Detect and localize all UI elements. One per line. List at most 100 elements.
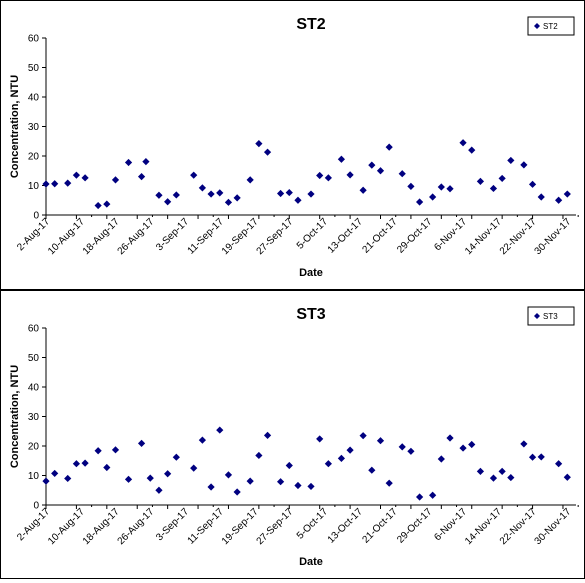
data-point — [507, 473, 515, 482]
data-point — [476, 467, 485, 475]
x-tick-label: 22-Nov-17 — [498, 506, 539, 547]
y-axis-label: Concentration, NTU — [9, 75, 21, 178]
x-tick-label: 18-Aug-17 — [81, 506, 122, 547]
data-point — [307, 190, 315, 198]
y-tick-label: 20 — [28, 442, 40, 453]
data-point — [207, 483, 215, 491]
data-point — [294, 196, 302, 204]
data-point — [346, 171, 354, 179]
y-tick-label: 30 — [28, 122, 40, 133]
data-point — [190, 464, 198, 472]
data-point — [459, 139, 467, 147]
y-tick-label: 50 — [28, 63, 40, 74]
y-tick-label: 40 — [28, 383, 40, 394]
legend-box — [527, 16, 575, 36]
data-point — [359, 186, 367, 194]
data-point — [111, 446, 120, 454]
data-point — [198, 184, 206, 192]
data-point — [555, 196, 563, 204]
data-point — [124, 158, 133, 167]
data-point — [155, 486, 163, 494]
data-point — [324, 174, 332, 182]
data-point — [255, 451, 263, 460]
data-point — [555, 460, 563, 468]
x-tick-label: 10-Aug-17 — [46, 506, 87, 547]
data-point — [537, 453, 545, 461]
data-point — [255, 140, 263, 148]
data-point — [476, 177, 485, 185]
data-point — [164, 470, 172, 478]
data-point — [429, 193, 437, 201]
data-point — [528, 180, 537, 188]
x-tick-label: 29-Oct-17 — [395, 216, 435, 256]
data-point — [563, 473, 571, 481]
data-point — [155, 191, 163, 199]
y-tick-label: 10 — [28, 181, 40, 192]
data-point — [324, 460, 332, 468]
legend-box — [527, 306, 575, 326]
data-point — [528, 453, 537, 461]
data-point — [81, 459, 89, 467]
data-point — [498, 467, 506, 475]
x-axis-label: Date — [299, 267, 323, 279]
data-point — [42, 180, 50, 188]
y-tick-label: 60 — [28, 324, 40, 335]
data-point — [276, 189, 285, 198]
data-point — [468, 146, 476, 154]
data-point — [337, 454, 346, 462]
data-point — [276, 478, 285, 486]
data-point — [216, 426, 224, 434]
data-point — [376, 167, 385, 175]
data-point — [489, 184, 498, 193]
data-point — [103, 463, 111, 472]
data-point — [42, 477, 50, 485]
x-tick-label: 14-Nov-17 — [463, 506, 504, 547]
data-point — [563, 190, 571, 198]
x-tick-label: 19-Sep-17 — [220, 506, 261, 547]
data-point — [72, 171, 81, 179]
data-point — [164, 198, 172, 206]
data-point — [316, 171, 324, 180]
data-point — [72, 460, 81, 468]
x-tick-label: 18-Aug-17 — [81, 216, 122, 257]
data-point — [316, 435, 324, 443]
data-point — [263, 431, 272, 439]
data-point — [246, 176, 254, 184]
chart-panel-st2: ST2 0 10 20 30 40 50 60 2-Aug-17 10-Aug-17 18-Aug-… — [0, 0, 585, 290]
chart-panel-st3: ST3 0 10 20 30 40 50 60 2-Aug-17 10-Aug-17 18-Aug-… — [0, 290, 585, 579]
x-tick-label: 10-Aug-17 — [46, 216, 87, 257]
data-point — [416, 493, 424, 501]
data-point — [216, 189, 224, 197]
data-point — [111, 176, 120, 184]
data-point — [137, 439, 146, 447]
data-point — [94, 447, 102, 455]
data-point — [376, 437, 385, 445]
data-point — [198, 436, 206, 444]
data-point — [51, 469, 59, 478]
data-point — [437, 455, 445, 463]
chart-st3-svg: ST301020304050602-Aug-1710-Aug-1718-Aug-… — [9, 306, 579, 568]
x-tick-label: 13-Oct-17 — [326, 216, 366, 256]
data-point — [507, 156, 515, 165]
x-tick-label: 27-Sep-17 — [255, 506, 296, 547]
x-axis-label: Date — [299, 556, 323, 568]
x-tick-label: 22-Nov-17 — [498, 216, 539, 257]
data-point — [207, 190, 215, 198]
y-tick-label: 40 — [28, 93, 40, 104]
data-point — [172, 191, 180, 199]
data-point — [446, 185, 454, 193]
y-tick-label: 10 — [28, 471, 40, 482]
y-tick-label: 0 — [33, 501, 39, 512]
x-tick-label: 30-Nov-17 — [533, 216, 574, 257]
data-point — [337, 155, 346, 163]
data-point — [124, 475, 133, 483]
x-tick-label: 21-Oct-17 — [360, 216, 400, 256]
data-point — [94, 201, 102, 210]
x-tick-label: 26-Aug-17 — [116, 216, 157, 257]
y-tick-label: 50 — [28, 353, 40, 364]
data-point — [137, 173, 146, 181]
legend-label: ST2 — [543, 22, 558, 31]
x-tick-label: 27-Sep-17 — [255, 216, 296, 257]
x-tick-label: 13-Oct-17 — [326, 506, 366, 546]
x-tick-label: 5-Oct-17 — [295, 506, 331, 542]
